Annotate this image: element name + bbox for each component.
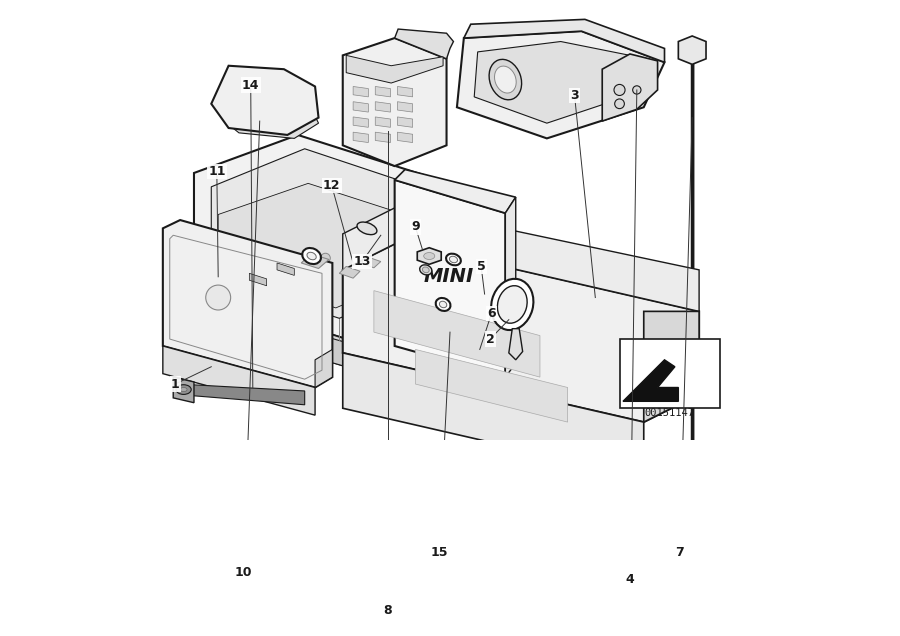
- Text: 10: 10: [234, 567, 252, 579]
- Polygon shape: [353, 132, 368, 142]
- Polygon shape: [212, 66, 319, 135]
- Circle shape: [614, 85, 626, 95]
- Text: 3: 3: [571, 89, 579, 102]
- Polygon shape: [457, 31, 664, 139]
- Ellipse shape: [176, 385, 191, 394]
- Polygon shape: [375, 86, 391, 97]
- Polygon shape: [508, 329, 523, 360]
- Polygon shape: [302, 254, 328, 268]
- Text: MINI: MINI: [424, 267, 473, 286]
- Ellipse shape: [446, 254, 461, 265]
- Ellipse shape: [419, 265, 432, 275]
- Polygon shape: [343, 38, 446, 166]
- Polygon shape: [506, 197, 516, 377]
- Circle shape: [320, 253, 330, 263]
- Text: 9: 9: [411, 221, 419, 233]
- Polygon shape: [398, 117, 412, 127]
- Polygon shape: [353, 102, 368, 112]
- Polygon shape: [194, 135, 450, 339]
- Polygon shape: [346, 183, 450, 367]
- Circle shape: [299, 259, 310, 270]
- Text: 1: 1: [171, 378, 180, 391]
- Polygon shape: [418, 247, 441, 265]
- Polygon shape: [474, 41, 637, 123]
- Polygon shape: [394, 29, 454, 59]
- Circle shape: [633, 86, 641, 94]
- Text: 8: 8: [383, 604, 392, 617]
- Polygon shape: [315, 349, 332, 387]
- Text: 4: 4: [626, 573, 634, 586]
- Ellipse shape: [307, 252, 316, 259]
- Polygon shape: [688, 513, 698, 526]
- Polygon shape: [394, 180, 506, 377]
- Polygon shape: [353, 86, 368, 97]
- Polygon shape: [679, 36, 706, 64]
- Polygon shape: [374, 291, 540, 377]
- Polygon shape: [173, 377, 194, 403]
- Polygon shape: [375, 132, 391, 142]
- Ellipse shape: [357, 222, 377, 235]
- Polygon shape: [163, 346, 315, 415]
- Ellipse shape: [422, 267, 429, 273]
- Ellipse shape: [489, 59, 522, 100]
- Polygon shape: [398, 132, 412, 142]
- Polygon shape: [656, 339, 685, 360]
- Polygon shape: [416, 349, 568, 422]
- Polygon shape: [305, 252, 322, 265]
- Polygon shape: [343, 242, 699, 422]
- Polygon shape: [623, 360, 679, 401]
- Polygon shape: [602, 54, 658, 121]
- Circle shape: [206, 285, 230, 310]
- Text: 14: 14: [242, 79, 259, 92]
- Polygon shape: [229, 116, 319, 139]
- Ellipse shape: [498, 286, 527, 323]
- Polygon shape: [375, 117, 391, 127]
- Polygon shape: [398, 86, 412, 97]
- Ellipse shape: [449, 256, 457, 263]
- Polygon shape: [394, 170, 516, 213]
- Text: 00151147: 00151147: [644, 408, 694, 418]
- Text: 12: 12: [323, 179, 340, 192]
- Text: 15: 15: [430, 546, 447, 558]
- Polygon shape: [194, 291, 450, 367]
- Text: 7: 7: [675, 546, 684, 558]
- Polygon shape: [339, 266, 360, 278]
- Polygon shape: [218, 183, 416, 308]
- Text: 2: 2: [486, 333, 494, 345]
- Ellipse shape: [491, 279, 534, 330]
- Text: 6: 6: [487, 307, 496, 320]
- Bar: [619, 339, 720, 408]
- Polygon shape: [343, 353, 644, 478]
- Text: 13: 13: [354, 255, 371, 268]
- Text: 5: 5: [477, 260, 485, 273]
- Polygon shape: [353, 117, 368, 127]
- Ellipse shape: [494, 66, 517, 93]
- Polygon shape: [163, 220, 332, 387]
- Ellipse shape: [180, 387, 187, 392]
- Polygon shape: [464, 19, 664, 62]
- Circle shape: [658, 343, 685, 370]
- Polygon shape: [644, 312, 699, 422]
- Ellipse shape: [436, 298, 451, 311]
- Polygon shape: [346, 55, 443, 83]
- Polygon shape: [249, 273, 266, 286]
- Polygon shape: [398, 102, 412, 112]
- Polygon shape: [375, 102, 391, 112]
- Polygon shape: [194, 294, 346, 367]
- Ellipse shape: [424, 252, 435, 259]
- Polygon shape: [343, 206, 699, 312]
- Ellipse shape: [302, 248, 321, 264]
- Polygon shape: [212, 149, 429, 318]
- Ellipse shape: [439, 301, 446, 308]
- Circle shape: [615, 99, 625, 109]
- Polygon shape: [360, 257, 381, 268]
- Polygon shape: [277, 263, 294, 275]
- Text: 11: 11: [208, 165, 226, 178]
- Polygon shape: [173, 379, 305, 404]
